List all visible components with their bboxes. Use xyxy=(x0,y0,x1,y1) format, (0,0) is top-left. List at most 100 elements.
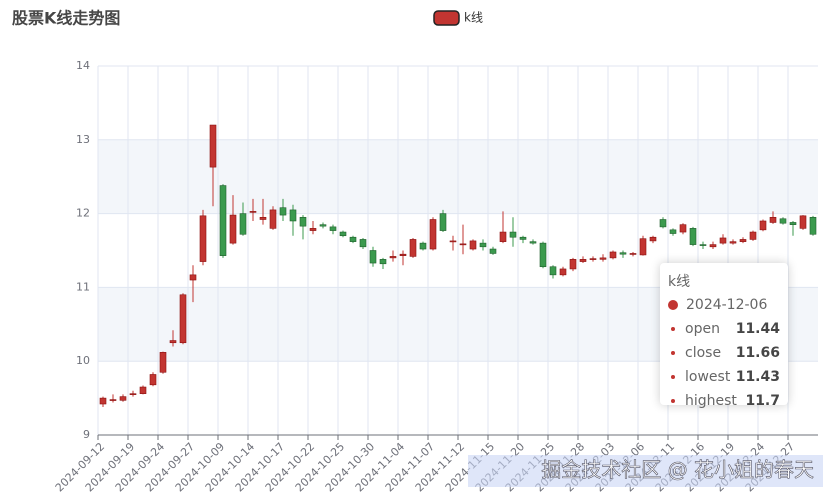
y-tick-label: 9 xyxy=(83,428,90,441)
candle-body xyxy=(689,228,697,245)
tooltip-row: lowest 11.43 xyxy=(668,365,780,389)
tooltip-date-row: 2024-12-06 xyxy=(668,293,780,317)
y-tick-label: 14 xyxy=(76,59,90,72)
y-tick-label: 10 xyxy=(76,354,90,367)
candle-body xyxy=(719,237,727,244)
candle-body xyxy=(419,242,427,250)
candle-body xyxy=(429,219,437,250)
candle-body xyxy=(549,266,557,276)
candle-body xyxy=(709,244,717,248)
candle-body xyxy=(309,228,317,231)
candle-body xyxy=(99,397,107,405)
tooltip-header: k线 xyxy=(668,269,780,293)
tooltip-row: open 11.44 xyxy=(668,317,780,341)
candle-body xyxy=(749,231,757,240)
candle-body xyxy=(619,252,627,255)
y-tick-label: 11 xyxy=(76,280,90,293)
tooltip-row: close 11.66 xyxy=(668,341,780,365)
candle-body xyxy=(769,216,777,223)
candle-body xyxy=(659,219,667,228)
tooltip-field: highest xyxy=(685,393,737,409)
candle-body xyxy=(759,220,767,231)
candle-body xyxy=(799,215,807,229)
candle-body xyxy=(669,229,677,234)
candle-body xyxy=(389,256,397,259)
candle-body xyxy=(349,236,357,242)
candle-body xyxy=(259,216,267,220)
candle-body xyxy=(679,224,687,233)
candle-body xyxy=(609,251,617,259)
candle-body xyxy=(369,250,377,264)
candle-body xyxy=(269,209,277,229)
tooltip-date: 2024-12-06 xyxy=(686,297,768,313)
candle-body xyxy=(399,253,407,256)
candle-body xyxy=(299,216,307,227)
y-tick-label: 12 xyxy=(76,207,90,220)
candle-body xyxy=(149,374,157,386)
watermark-band xyxy=(468,455,823,487)
candle-body xyxy=(469,240,477,250)
candle-body xyxy=(459,243,467,246)
tooltip-series: k线 xyxy=(668,274,691,290)
candle-body xyxy=(449,240,457,243)
chart-title: 股票K线走势图 xyxy=(12,9,120,28)
candle-body xyxy=(409,239,417,257)
candle-body xyxy=(319,224,327,227)
candle-body xyxy=(189,274,197,281)
candle-body xyxy=(589,258,597,260)
tooltip-row: highest 11.7 xyxy=(668,389,780,413)
candle-body xyxy=(509,231,517,238)
candle-body xyxy=(329,226,337,231)
candle-body xyxy=(119,396,127,401)
candle-body xyxy=(249,211,257,213)
candle-body xyxy=(559,268,567,276)
tooltip-field: close xyxy=(685,345,722,361)
tooltip-bullet xyxy=(671,375,675,379)
candle-body xyxy=(789,222,797,225)
tooltip-marker xyxy=(668,300,678,310)
candle-body xyxy=(489,248,497,254)
candle-body xyxy=(739,239,747,242)
candle-body xyxy=(579,259,587,262)
candle-body xyxy=(439,213,447,231)
candle-body xyxy=(109,399,117,401)
candle-body xyxy=(729,241,737,244)
candle-body xyxy=(529,241,537,244)
candle-body xyxy=(699,244,707,246)
tooltip-bullet xyxy=(671,399,675,403)
candle-body xyxy=(159,352,167,373)
tooltip-value: 11.7 xyxy=(745,393,780,409)
tooltip-value: 11.66 xyxy=(735,345,780,361)
candle-body xyxy=(169,340,177,344)
candle-body xyxy=(339,231,347,237)
candle-body xyxy=(219,185,227,256)
candle-body xyxy=(129,393,137,395)
candle-body xyxy=(639,238,647,256)
candle-body xyxy=(569,259,577,270)
y-tick-label: 13 xyxy=(76,133,90,146)
legend-icon xyxy=(433,10,460,26)
candle-body xyxy=(539,242,547,268)
candle-body xyxy=(479,242,487,248)
candle-body xyxy=(239,213,247,235)
candle-body xyxy=(279,207,287,216)
candle-body xyxy=(179,294,187,344)
tooltip-value: 11.44 xyxy=(735,321,780,337)
tooltip-rows: open 11.44 close 11.66 lowest 11.43 highest 11.… xyxy=(668,317,780,413)
candle-body xyxy=(779,218,787,224)
candle-body xyxy=(379,259,387,265)
tooltip-bullet xyxy=(671,327,675,331)
tooltip-field: lowest xyxy=(685,369,731,385)
candle-body xyxy=(599,257,607,260)
candle-body xyxy=(809,216,817,235)
legend: k线 xyxy=(433,10,483,26)
candle-body xyxy=(629,253,637,255)
tooltip-bullet xyxy=(671,351,675,355)
candle-body xyxy=(229,214,237,244)
candle-body xyxy=(209,124,217,168)
candle-body xyxy=(289,209,297,222)
legend-label: k线 xyxy=(464,11,483,25)
candle-body xyxy=(199,215,207,262)
